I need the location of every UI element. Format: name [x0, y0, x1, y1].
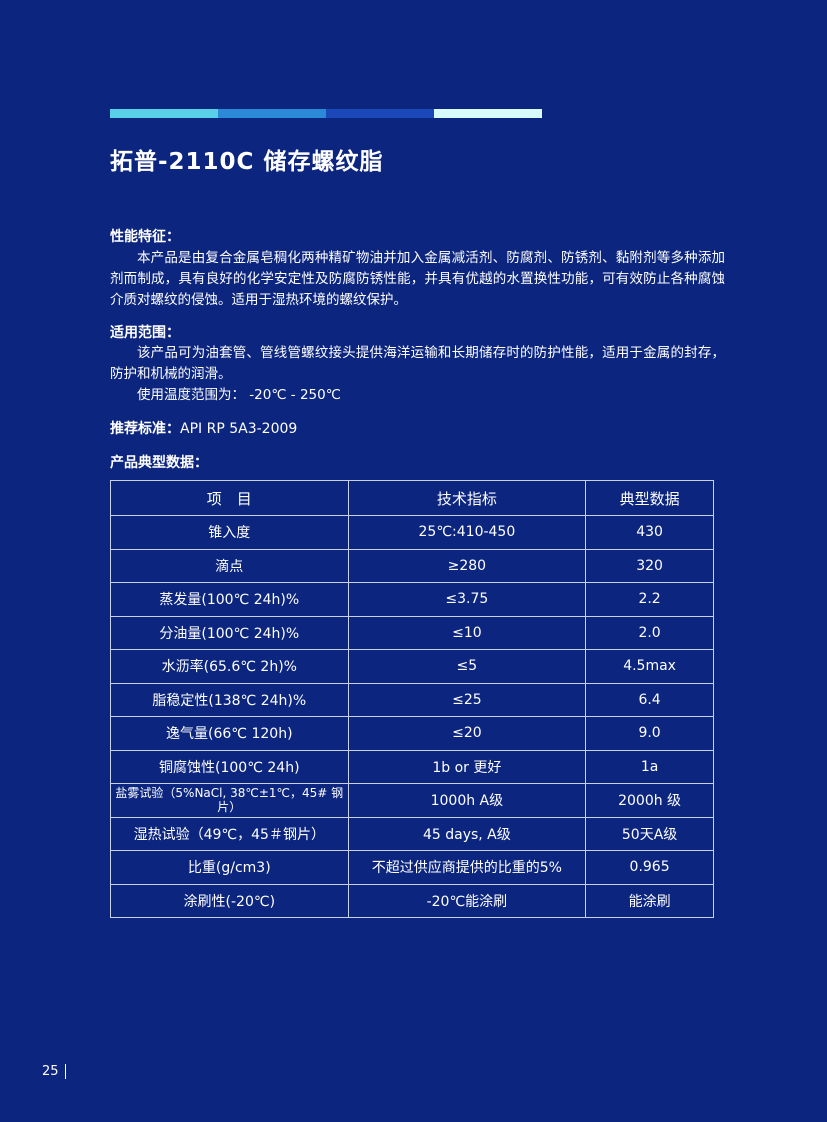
- table-cell: ≥280: [347, 548, 587, 583]
- table-cell: 0.965: [585, 850, 714, 885]
- table-cell: 430: [585, 515, 714, 550]
- table-cell: 蒸发量(100℃ 24h)%: [110, 582, 349, 617]
- standard-value: API RP 5A3-2009: [180, 421, 298, 437]
- table-row: 铜腐蚀性(100℃ 24h) 1b or 更好 1a: [110, 749, 714, 784]
- color-bar: [218, 109, 326, 118]
- features-text: 本产品是由复合金属皂稠化两种精矿物油并加入金属减活剂、防腐剂、防锈剂、黏附剂等多…: [110, 250, 725, 308]
- table-cell: ≤10: [347, 615, 587, 650]
- table-row: 滴点 ≥280 320: [110, 548, 714, 583]
- table-cell: ≤3.75: [347, 582, 587, 617]
- table-row: 脂稳定性(138℃ 24h)% ≤25 6.4: [110, 682, 714, 717]
- standard-line: 推荐标准：API RP 5A3-2009: [110, 418, 297, 438]
- header-cell: 典型数据: [585, 480, 714, 516]
- table-cell: -20℃能涂刷: [347, 883, 587, 918]
- table-row: 涂刷性(-20℃) -20℃能涂刷 能涂刷: [110, 883, 714, 918]
- scope-text: 该产品可为油套管、管线管螺纹接头提供海洋运输和长期储存时的防护性能，适用于金属的…: [110, 345, 725, 382]
- table-cell: 分油量(100℃ 24h)%: [110, 615, 349, 650]
- table-cell: 逸气量(66℃ 120h): [110, 716, 349, 751]
- header-cell: 技术指标: [347, 480, 587, 516]
- table-header-row: 项 目 技术指标 典型数据: [110, 480, 714, 516]
- table-cell: 不超过供应商提供的比重的5%: [347, 850, 587, 885]
- table-cell: 2.2: [585, 582, 714, 617]
- typical-data-table: 项 目 技术指标 典型数据 锥入度 25℃:410-450 430 滴点 ≥280 320…: [110, 480, 714, 918]
- table-row: 锥入度 25℃:410-450 430: [110, 515, 714, 550]
- table-cell: 6.4: [585, 682, 714, 717]
- table-cell: 320: [585, 548, 714, 583]
- table-cell: 2000h 级: [585, 783, 714, 818]
- table-row: 逸气量(66℃ 120h) ≤20 9.0: [110, 716, 714, 751]
- table-cell: ≤20: [347, 716, 587, 751]
- table-cell: 比重(g/cm3): [110, 850, 349, 885]
- scope-heading: 适用范围：: [110, 325, 180, 341]
- color-bar: [110, 109, 218, 118]
- table-cell: 湿热试验（49℃，45＃钢片）: [110, 816, 349, 851]
- table-cell: 4.5max: [585, 649, 714, 684]
- header-cell: 项 目: [110, 480, 349, 516]
- temperature-range: 使用温度范围为： -20℃ - 250℃: [137, 387, 341, 403]
- table-cell: 9.0: [585, 716, 714, 751]
- table-cell: 铜腐蚀性(100℃ 24h): [110, 749, 349, 784]
- page-title: 拓普-2110C 储存螺纹脂: [110, 149, 384, 175]
- table-row: 水沥率(65.6℃ 2h)% ≤5 4.5max: [110, 649, 714, 684]
- table-cell: 滴点: [110, 548, 349, 583]
- table-cell: ≤5: [347, 649, 587, 684]
- table-cell: 脂稳定性(138℃ 24h)%: [110, 682, 349, 717]
- table-row: 湿热试验（49℃，45＃钢片） 45 days, A级 50天A级: [110, 816, 714, 851]
- standard-heading: 推荐标准：: [110, 421, 180, 437]
- color-bar: [434, 109, 542, 118]
- decorative-color-bars: [110, 109, 542, 118]
- page-number: 25: [42, 1064, 66, 1079]
- data-heading: 产品典型数据：: [110, 455, 208, 471]
- table-row: 分油量(100℃ 24h)% ≤10 2.0: [110, 615, 714, 650]
- table-cell: 25℃:410-450: [347, 515, 587, 550]
- table-cell: 2.0: [585, 615, 714, 650]
- table-cell: 50天A级: [585, 816, 714, 851]
- table-cell: 盐雾试验（5%NaCl, 38℃±1℃，45# 钢片）: [110, 783, 349, 818]
- table-row: 蒸发量(100℃ 24h)% ≤3.75 2.2: [110, 582, 714, 617]
- table-cell: 1a: [585, 749, 714, 784]
- table-cell: ≤25: [347, 682, 587, 717]
- table-row: 盐雾试验（5%NaCl, 38℃±1℃，45# 钢片） 1000h A级 2000h…: [110, 783, 714, 818]
- table-cell: 水沥率(65.6℃ 2h)%: [110, 649, 349, 684]
- table-cell: 能涂刷: [585, 883, 714, 918]
- table-cell: 45 days, A级: [347, 816, 587, 851]
- table-cell: 锥入度: [110, 515, 349, 550]
- features-heading: 性能特征：: [110, 229, 180, 245]
- table-cell: 1000h A级: [347, 783, 587, 818]
- table-cell: 1b or 更好: [347, 749, 587, 784]
- table-row: 比重(g/cm3) 不超过供应商提供的比重的5% 0.965: [110, 850, 714, 885]
- color-bar: [326, 109, 434, 118]
- table-cell: 涂刷性(-20℃): [110, 883, 349, 918]
